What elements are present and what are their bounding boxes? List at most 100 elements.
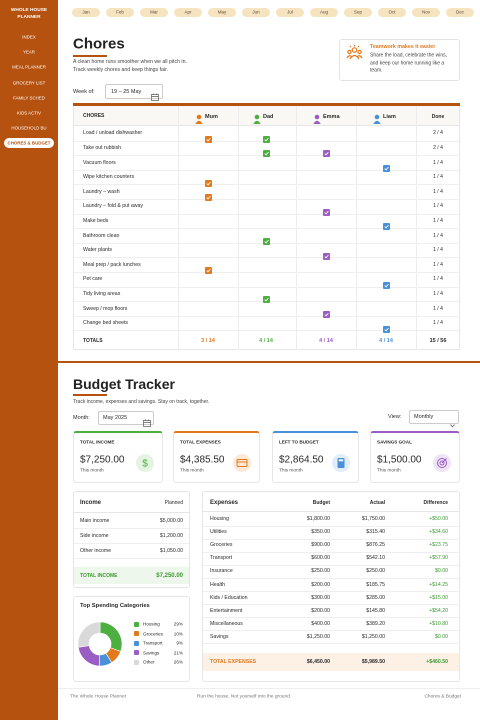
chore-name: Wipe kitchen counters: [83, 174, 135, 181]
checkbox-svg: [322, 311, 330, 318]
member-total: 4 / 14: [319, 338, 333, 344]
row-divider: [203, 551, 459, 553]
donut-segment: [77, 621, 101, 648]
month-label[interactable]: Sep: [353, 9, 363, 15]
month-label[interactable]: Feb: [116, 9, 124, 15]
callout-title: Teamwork makes it easier: [370, 43, 436, 50]
month-pill[interactable]: [140, 7, 168, 17]
spending-box: [73, 596, 190, 682]
summary-card: [370, 431, 460, 483]
checkbox[interactable]: [204, 174, 212, 187]
month-pill[interactable]: [242, 7, 270, 17]
totals-label: TOTALS: [83, 338, 103, 344]
checkbox[interactable]: [262, 130, 270, 143]
chore-name: Load / unload dishwasher: [83, 130, 143, 137]
month-pill[interactable]: [106, 7, 134, 17]
checkbox-svg: [382, 223, 390, 231]
checkbox[interactable]: [204, 188, 212, 202]
expense-cell: $1,250.00: [306, 633, 330, 640]
month-label[interactable]: Dec: [455, 9, 465, 15]
month-label[interactable]: May: [217, 9, 227, 15]
checkbox[interactable]: [382, 217, 390, 231]
month-value[interactable]: May 2025: [103, 415, 128, 421]
card-icon: [233, 454, 251, 472]
checkbox[interactable]: [322, 144, 330, 158]
expenses-box: [202, 491, 460, 682]
month-pill[interactable]: [276, 7, 304, 17]
month-pill[interactable]: [344, 7, 372, 17]
month-pill[interactable]: [446, 7, 474, 17]
nav-item[interactable]: YEAR: [23, 49, 35, 55]
nav-item[interactable]: KIDS ACTIV: [16, 110, 42, 116]
calendar-icon-svg: [151, 93, 159, 101]
month-label[interactable]: Jul: [287, 9, 293, 15]
checkbox-svg: [262, 296, 270, 304]
nav-item[interactable]: CHORES & BUDGET: [7, 140, 51, 146]
total-done: 15 / 56: [429, 338, 447, 344]
legend-value: 9%: [176, 640, 183, 646]
expense-cell: +$10.80: [429, 620, 448, 627]
month-label[interactable]: Oct: [388, 9, 396, 15]
legend-value: 21%: [173, 650, 183, 656]
card-label: LEFT TO BUDGET: [279, 439, 319, 445]
month-pill[interactable]: [310, 7, 338, 17]
checkbox[interactable]: [262, 290, 270, 304]
nav-item[interactable]: INDEX: [22, 34, 36, 40]
month-label[interactable]: Jun: [252, 9, 260, 15]
svg-text:$: $: [142, 459, 148, 470]
expense-cell: $250.00: [366, 568, 385, 575]
nav-item[interactable]: MEAL PLANNER: [12, 64, 46, 70]
month-pill[interactable]: [208, 7, 236, 17]
checkbox[interactable]: [322, 203, 330, 216]
checkbox[interactable]: [322, 247, 330, 260]
expense-cell: $0.00: [435, 568, 448, 575]
subtitle: Track income, expenses and savings. Stay…: [73, 398, 210, 405]
subtitle: A clean home runs smoother when we all p…: [73, 58, 187, 65]
checkbox-svg: [382, 165, 390, 172]
expense-cell: +$50.00: [429, 516, 448, 522]
member-icon-svg: [253, 114, 261, 124]
month-pill[interactable]: [412, 7, 440, 17]
nav-item[interactable]: HOUSEHOLD BU: [11, 125, 47, 131]
month-label[interactable]: Mar: [150, 9, 158, 15]
month-label[interactable]: Jan: [82, 9, 90, 15]
checkbox[interactable]: [262, 144, 270, 158]
column-divider: [178, 106, 179, 350]
checkbox-svg: [262, 150, 270, 158]
member-total: 3 / 14: [201, 338, 215, 344]
spending-title: Top Spending Categories: [80, 603, 150, 609]
card-label: TOTAL INCOME: [80, 439, 115, 445]
row-divider: [74, 213, 459, 215]
week-input[interactable]: [105, 84, 163, 99]
month-label[interactable]: Apr: [184, 9, 192, 15]
checkbox[interactable]: [382, 159, 390, 172]
nav-item[interactable]: FAMILY SCHED: [13, 95, 45, 101]
footer-text: Chores & Budget: [424, 694, 461, 700]
expense-cell: Kids / Education: [210, 594, 248, 601]
week-value[interactable]: 19 – 25 May: [111, 88, 142, 95]
checkbox[interactable]: [262, 232, 270, 245]
expense-cell: Entertainment: [210, 607, 243, 614]
row-divider: [203, 525, 459, 527]
expense-cell: $200.00: [311, 581, 330, 588]
row-divider: [74, 315, 459, 317]
checkbox[interactable]: [204, 261, 212, 275]
expense-cell: $1,800.00: [306, 516, 330, 522]
member-icon: [195, 111, 203, 124]
month-label[interactable]: Nov: [421, 9, 431, 15]
month-pill[interactable]: [72, 7, 100, 17]
view-value[interactable]: Monthly: [414, 414, 434, 420]
view-select[interactable]: [409, 410, 459, 424]
nav-item[interactable]: GROCERY LIST: [12, 80, 46, 86]
expense-cell: $600.00: [311, 555, 330, 562]
checkbox[interactable]: [204, 130, 212, 143]
checkbox[interactable]: [322, 305, 330, 318]
checkbox[interactable]: [382, 320, 390, 333]
income-total-value: $7,250.00: [156, 572, 183, 579]
month-pill[interactable]: [378, 7, 406, 17]
card-note: This month: [180, 468, 204, 474]
month-input[interactable]: [98, 411, 154, 425]
month-label[interactable]: Aug: [319, 9, 329, 15]
month-pill[interactable]: [174, 7, 202, 17]
checkbox[interactable]: [382, 276, 390, 289]
